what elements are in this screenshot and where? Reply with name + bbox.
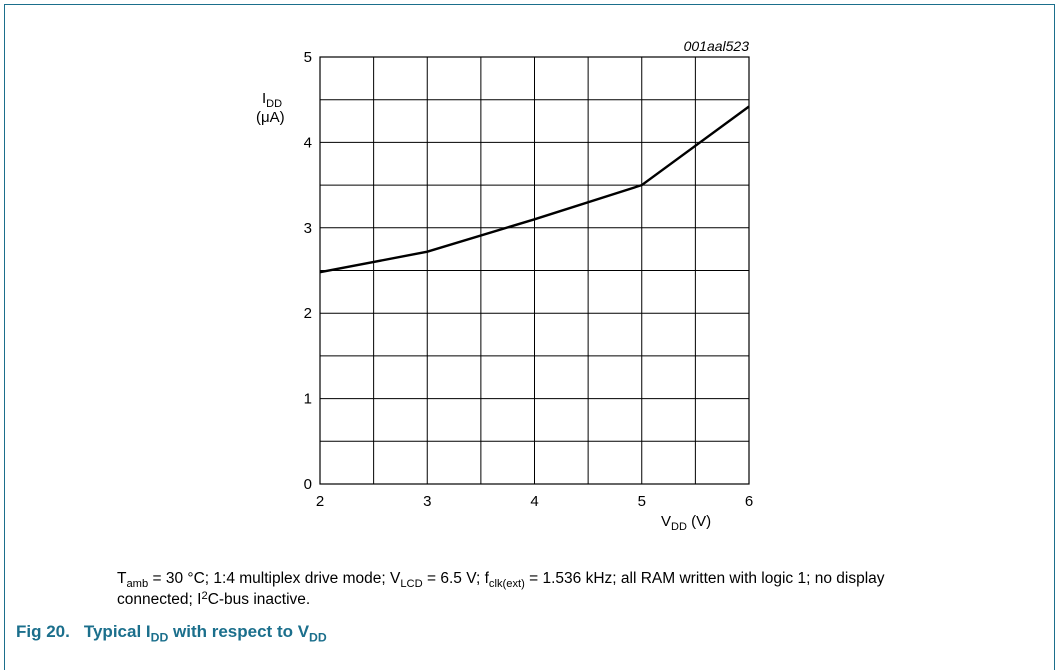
x-tick-labels: 2 3 4 5 6: [316, 493, 753, 510]
x-tick-label: 4: [530, 493, 538, 510]
y-tick-label: 3: [304, 220, 312, 237]
y-tick-labels: 0 1 2 3 4 5: [304, 49, 312, 493]
document-frame: [4, 4, 1055, 670]
idd-vs-vdd-chart: 2 3 4 5 6 0 1 2 3 4 5 001aal523 IDD (μA) VDD (V): [256, 38, 753, 533]
chart-grid: [319, 56, 750, 485]
y-tick-label: 0: [304, 476, 312, 493]
series-line: [319, 105, 750, 274]
y-tick-label: 5: [304, 49, 312, 66]
figure-id-label: 001aal523: [684, 38, 750, 54]
x-tick-label: 6: [745, 493, 753, 510]
y-axis-label-main: IDD: [262, 90, 282, 110]
plot-frame: [319, 56, 750, 485]
y-tick-label: 1: [304, 391, 312, 408]
test-conditions-note: Tamb = 30 °C; 1:4 multiplex drive mode; …: [117, 570, 885, 608]
figure-caption: Fig 20. Typical IDD with respect to VDD: [16, 622, 327, 645]
figure-number: Fig 20.: [16, 622, 70, 641]
plot-border: [319, 56, 750, 485]
y-tick-label: 2: [304, 305, 312, 322]
x-tick-label: 3: [423, 493, 431, 510]
y-axis-label-unit: (μA): [256, 109, 285, 126]
y-tick-label: 4: [304, 134, 312, 151]
x-axis-label: VDD (V): [661, 513, 711, 533]
x-tick-label: 5: [638, 493, 646, 510]
x-tick-label: 2: [316, 493, 324, 510]
